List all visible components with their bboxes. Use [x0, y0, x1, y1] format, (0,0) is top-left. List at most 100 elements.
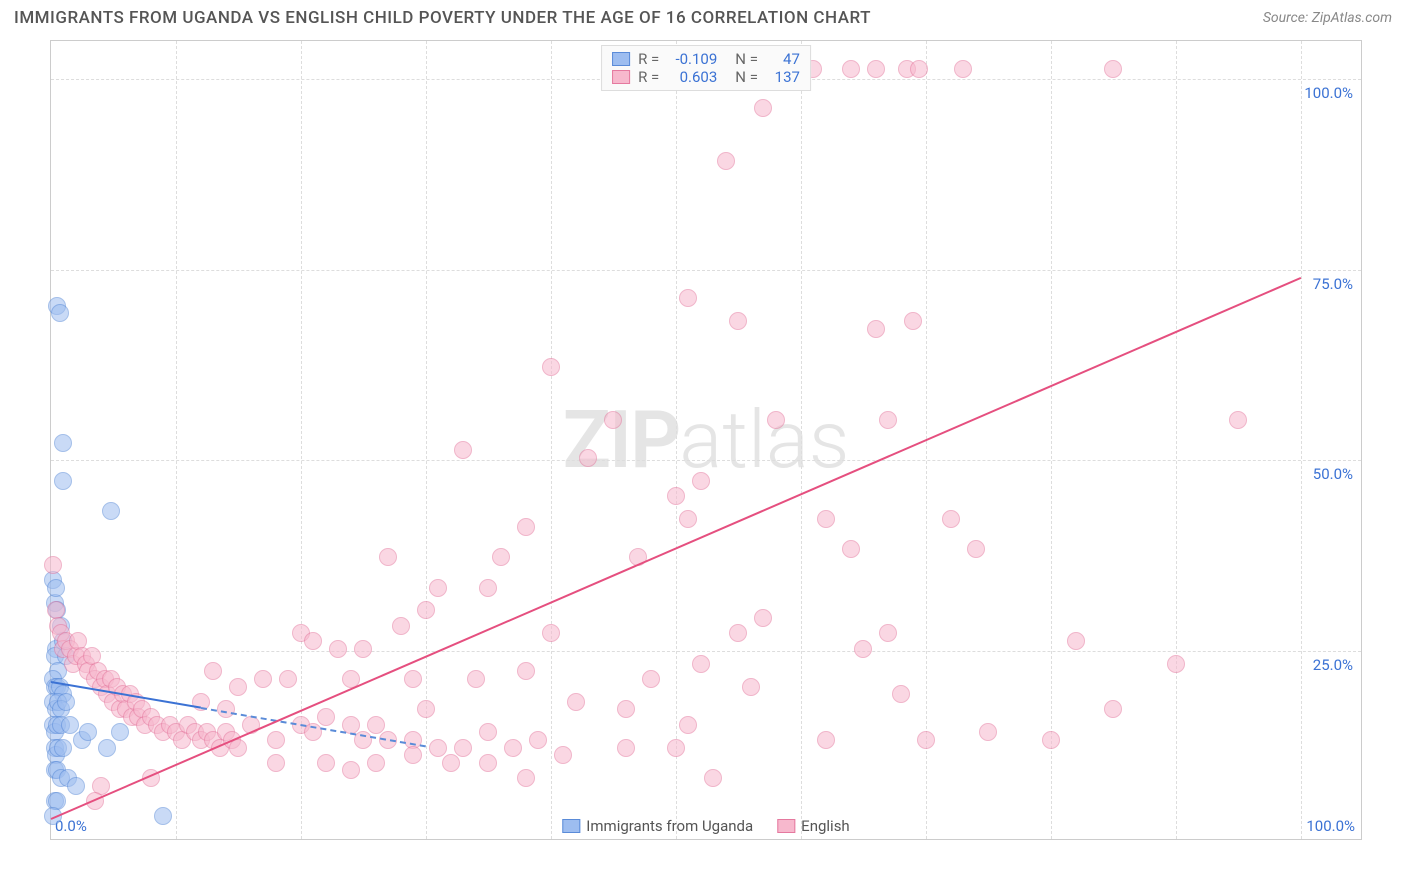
scatter-point: [542, 624, 560, 642]
scatter-point: [679, 289, 697, 307]
title-bar: IMMIGRANTS FROM UGANDA VS ENGLISH CHILD …: [14, 8, 1392, 28]
scatter-point: [57, 693, 75, 711]
gridline-h: [51, 270, 1361, 271]
gridline-v: [551, 41, 552, 839]
legend-series-item: English: [777, 817, 850, 835]
scatter-point: [454, 441, 472, 459]
scatter-point: [842, 60, 860, 78]
scatter-point: [479, 754, 497, 772]
scatter-point: [1067, 632, 1085, 650]
scatter-point: [254, 670, 272, 688]
scatter-point: [579, 449, 597, 467]
scatter-point: [617, 700, 635, 718]
scatter-point: [392, 617, 410, 635]
scatter-point: [404, 670, 422, 688]
legend-n-label: N =: [735, 68, 758, 86]
scatter-point: [154, 807, 172, 825]
scatter-point: [342, 761, 360, 779]
legend-swatch: [777, 819, 795, 833]
scatter-point: [854, 640, 872, 658]
scatter-point: [717, 152, 735, 170]
scatter-point: [542, 358, 560, 376]
legend-swatch: [612, 70, 630, 84]
scatter-point: [429, 579, 447, 597]
scatter-point: [729, 624, 747, 642]
watermark-zip: ZIP: [563, 393, 680, 487]
legend-series-item: Immigrants from Uganda: [562, 817, 753, 835]
scatter-point: [267, 754, 285, 772]
legend-n-label: N =: [735, 50, 758, 68]
y-tick-label: 100.0%: [1304, 84, 1353, 102]
scatter-point: [842, 540, 860, 558]
scatter-point: [904, 312, 922, 330]
scatter-point: [692, 472, 710, 490]
legend-stats-row: R =0.603N =137: [612, 68, 800, 86]
scatter-point: [454, 739, 472, 757]
legend-series-label: English: [801, 817, 850, 835]
scatter-point: [754, 99, 772, 117]
scatter-point: [604, 411, 622, 429]
gridline-h: [51, 460, 1361, 461]
source-attribution: Source: ZipAtlas.com: [1263, 10, 1392, 26]
scatter-point: [442, 754, 460, 772]
scatter-point: [111, 723, 129, 741]
scatter-point: [879, 624, 897, 642]
scatter-point: [304, 632, 322, 650]
scatter-point: [679, 510, 697, 528]
scatter-point: [742, 678, 760, 696]
scatter-point: [679, 716, 697, 734]
scatter-point: [917, 731, 935, 749]
scatter-point: [504, 739, 522, 757]
scatter-point: [667, 739, 685, 757]
legend-r-value: -0.109: [667, 50, 717, 68]
legend-series-label: Immigrants from Uganda: [586, 817, 753, 835]
scatter-point: [54, 472, 72, 490]
scatter-point: [892, 685, 910, 703]
scatter-point: [204, 662, 222, 680]
scatter-point: [102, 502, 120, 520]
scatter-point: [492, 548, 510, 566]
scatter-point: [517, 662, 535, 680]
scatter-point: [98, 739, 116, 757]
scatter-point: [754, 609, 772, 627]
scatter-point: [1104, 60, 1122, 78]
scatter-point: [317, 754, 335, 772]
gridline-v: [1176, 41, 1177, 839]
scatter-point: [967, 540, 985, 558]
scatter-point: [817, 731, 835, 749]
scatter-point: [479, 579, 497, 597]
scatter-point: [1104, 700, 1122, 718]
scatter-point: [567, 693, 585, 711]
scatter-point: [367, 716, 385, 734]
scatter-point: [267, 731, 285, 749]
scatter-point: [44, 556, 62, 574]
scatter-point: [729, 312, 747, 330]
scatter-point: [404, 746, 422, 764]
legend-n-value: 137: [766, 68, 800, 86]
x-tick-label: 100.0%: [1306, 817, 1355, 835]
scatter-point: [54, 739, 72, 757]
scatter-point: [47, 579, 65, 597]
scatter-point: [517, 769, 535, 787]
scatter-point: [429, 739, 447, 757]
scatter-point: [479, 723, 497, 741]
scatter-point: [942, 510, 960, 528]
gridline-v: [1051, 41, 1052, 839]
scatter-point: [979, 723, 997, 741]
legend-stats: R =-0.109N =47R =0.603N =137: [601, 45, 811, 91]
scatter-point: [79, 723, 97, 741]
scatter-point: [529, 731, 547, 749]
scatter-point: [61, 716, 79, 734]
scatter-point: [642, 670, 660, 688]
scatter-point: [54, 434, 72, 452]
scatter-point: [617, 739, 635, 757]
scatter-point: [517, 518, 535, 536]
legend-swatch: [562, 819, 580, 833]
legend-n-value: 47: [766, 50, 800, 68]
scatter-point: [467, 670, 485, 688]
scatter-point: [1229, 411, 1247, 429]
y-tick-label: 50.0%: [1313, 465, 1353, 483]
scatter-point: [51, 304, 69, 322]
legend-swatch: [612, 52, 630, 66]
scatter-point: [379, 548, 397, 566]
